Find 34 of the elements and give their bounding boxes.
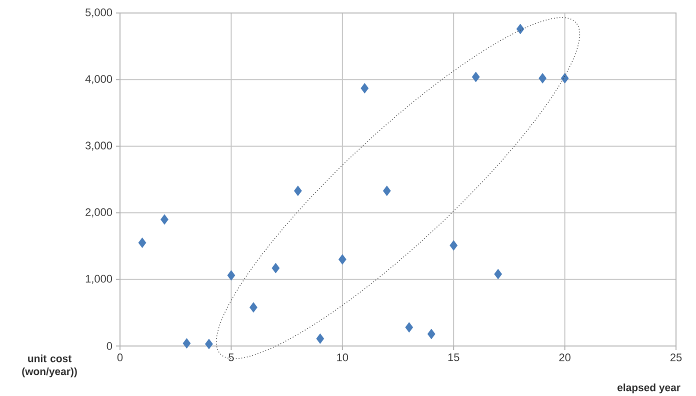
point (516, 24, 524, 34)
y-tick-label: 0 (106, 342, 112, 350)
point (294, 186, 302, 196)
y-tick-label: 1,000 (86, 274, 112, 284)
point (494, 268, 502, 280)
point (249, 302, 258, 313)
x-tick-label: 0 (117, 354, 123, 362)
x-tick-label: 10 (337, 354, 348, 362)
point (272, 262, 280, 274)
point (138, 238, 146, 248)
y-tick-label: 2,000 (86, 208, 112, 218)
point (227, 270, 236, 281)
point (450, 240, 458, 251)
x-tick-label: 20 (559, 354, 570, 362)
point (427, 328, 436, 340)
y-tick-label: 3,000 (85, 142, 112, 151)
x-tick-label: 25 (670, 354, 682, 362)
y-tick-label: 5,000 (86, 8, 112, 18)
point (560, 73, 569, 84)
point (538, 73, 547, 84)
point (360, 83, 369, 94)
point (205, 338, 213, 350)
x-tick-label: 5 (228, 354, 234, 362)
x-tick-label: 15 (448, 354, 460, 362)
point (338, 254, 346, 265)
y-axis-title: unit cost (won/year)) (22, 354, 77, 378)
x-axis-title: elapsed year (618, 384, 680, 394)
point (160, 214, 168, 225)
point (182, 338, 191, 349)
point (382, 186, 391, 196)
point (405, 322, 414, 333)
point (472, 72, 480, 82)
y-tick-label: 4,000 (85, 75, 112, 84)
point (316, 333, 324, 344)
